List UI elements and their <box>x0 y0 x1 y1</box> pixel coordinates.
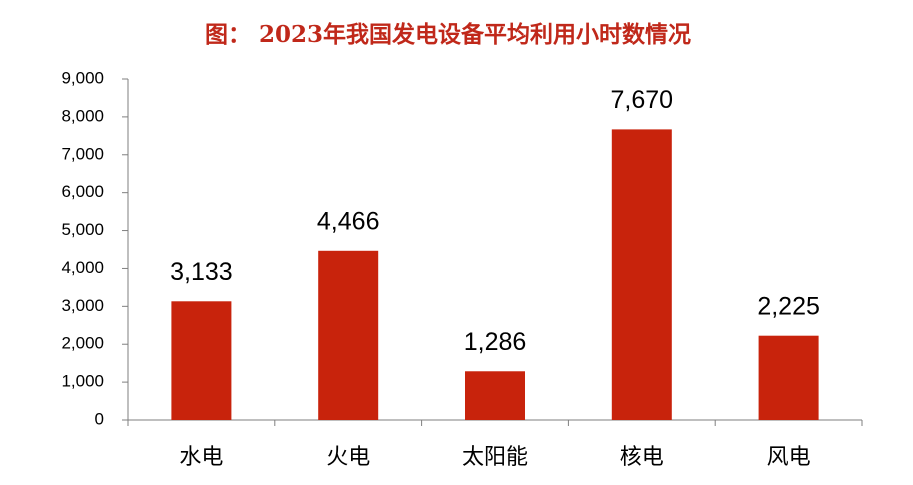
bar <box>758 335 819 420</box>
y-tick-label: 4,000 <box>61 258 104 277</box>
value-label: 3,133 <box>170 258 233 286</box>
x-tick-label: 水电 <box>179 445 223 470</box>
value-label: 4,466 <box>317 207 380 235</box>
value-label: 7,670 <box>611 86 674 114</box>
x-tick-label: 太阳能 <box>462 445 528 470</box>
bar <box>171 301 232 420</box>
y-tick-label: 1,000 <box>61 372 104 391</box>
y-tick-label: 9,000 <box>61 68 104 87</box>
value-label: 1,286 <box>464 328 527 356</box>
y-tick-label: 6,000 <box>61 182 104 201</box>
y-tick-label: 0 <box>95 409 104 428</box>
bar <box>611 129 672 421</box>
value-label: 2,225 <box>757 292 820 320</box>
y-tick-label: 5,000 <box>61 220 104 239</box>
y-tick-label: 8,000 <box>61 106 104 125</box>
x-tick-label: 火电 <box>326 445 370 470</box>
bar <box>465 371 525 420</box>
y-tick-label: 2,000 <box>61 334 104 353</box>
bar <box>318 250 379 420</box>
x-tick-label: 风电 <box>767 445 811 470</box>
y-tick-label: 3,000 <box>61 296 104 315</box>
y-tick-label: 7,000 <box>61 144 104 163</box>
x-tick-label: 核电 <box>620 445 664 470</box>
chart-title: 图： 2023年我国发电设备平均利用小时数情况 <box>205 21 691 48</box>
